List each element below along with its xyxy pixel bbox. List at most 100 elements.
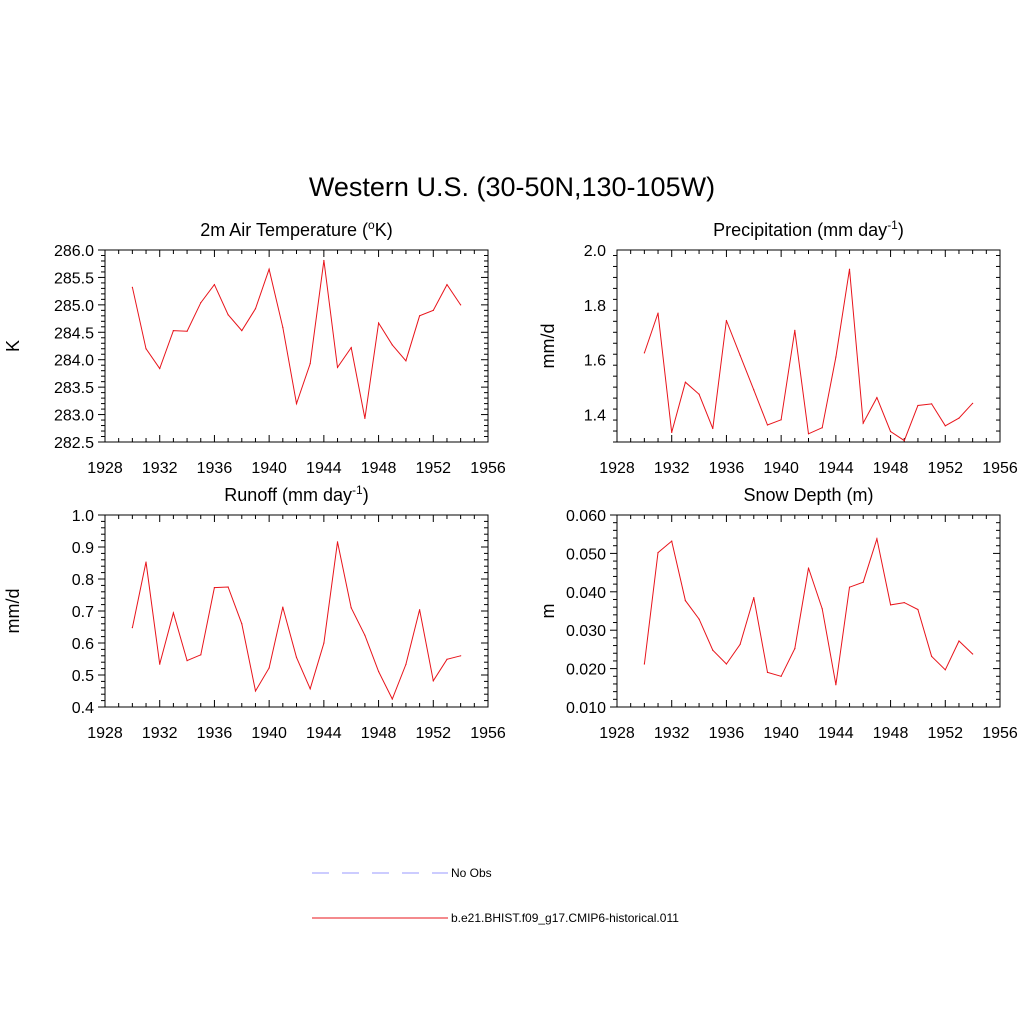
data-point (254, 690, 257, 692)
data-point (309, 362, 311, 365)
data-point (405, 663, 407, 666)
x-tick-label: 1956 (470, 460, 506, 477)
data-point (419, 315, 421, 317)
data-point (643, 352, 645, 354)
data-point (876, 538, 878, 540)
data-point (336, 541, 339, 543)
data-point (268, 268, 270, 270)
data-point (807, 433, 810, 435)
data-point (200, 654, 202, 656)
data-point (364, 634, 366, 636)
y-tick-label: 282.5 (54, 435, 94, 452)
x-tick-label: 1936 (197, 460, 233, 477)
data-point (323, 642, 325, 644)
chart-panel-4: Snow Depth (m) 1928 1932 1936 1940 1944 1948 19… (538, 485, 1018, 742)
x-tick-label: 1940 (251, 460, 287, 477)
data-point (186, 330, 188, 332)
x-tick-label: 1956 (982, 725, 1018, 742)
y-tick-label: 2.0 (584, 243, 606, 260)
y-tick-label: 0.030 (566, 623, 606, 640)
data-point (848, 586, 851, 588)
data-point (227, 586, 229, 588)
x-tick-label: 1928 (87, 460, 123, 477)
data-point (903, 601, 905, 604)
x-tick-label: 1948 (873, 725, 909, 742)
x-tick-label: 1932 (654, 725, 690, 742)
data-point (419, 609, 421, 611)
data-point (391, 698, 393, 700)
data-point (391, 344, 393, 346)
data-point (876, 396, 878, 399)
data-point (186, 660, 188, 662)
x-tick-label: 1932 (142, 460, 178, 477)
data-point (684, 600, 686, 602)
y-tick-label: 0.4 (72, 700, 94, 717)
data-point (780, 419, 782, 421)
data-point (766, 424, 769, 426)
data-point (145, 348, 147, 350)
y-tick-label: 1.8 (584, 298, 606, 315)
data-point (944, 669, 946, 671)
data-point (200, 302, 202, 304)
data-point (336, 366, 339, 368)
data-point (350, 607, 352, 609)
data-point (917, 608, 919, 611)
data-point (241, 623, 243, 625)
panel-title: Precipitation (mm day-1) (713, 218, 904, 240)
y-tick-label: 284.0 (54, 353, 94, 370)
y-tick-label: 0.7 (72, 604, 94, 621)
data-point (917, 404, 919, 407)
x-tick-label: 1940 (763, 460, 799, 477)
series-line (131, 260, 462, 419)
x-tick-label: 1952 (927, 460, 963, 477)
data-point (684, 381, 686, 383)
data-point (282, 606, 284, 608)
legend-item: b.e21.BHIST.f09_g17.CMIP6-historical.011 (312, 911, 679, 925)
data-point (172, 612, 174, 614)
series-line (131, 541, 461, 701)
x-tick-label: 1928 (599, 725, 635, 742)
x-tick-label: 1948 (361, 725, 397, 742)
data-point (848, 268, 851, 270)
data-point (889, 604, 892, 606)
panel-title: 2m Air Temperature (oK) (200, 218, 392, 240)
data-point (862, 422, 864, 424)
data-point (958, 640, 960, 642)
data-point (323, 259, 325, 262)
plot-frame (616, 514, 1001, 708)
data-point (227, 314, 229, 316)
plot-frame (104, 249, 489, 443)
y-tick-label: 0.060 (566, 508, 606, 525)
y-axis-label: K (3, 340, 23, 352)
x-tick-label: 1944 (818, 460, 854, 477)
x-tick-label: 1948 (873, 460, 909, 477)
legend-label: b.e21.BHIST.f09_g17.CMIP6-historical.011 (451, 911, 679, 925)
data-point (753, 389, 755, 391)
plot-frame (616, 249, 1001, 443)
data-point (350, 347, 352, 349)
panel-title: Runoff (mm day-1) (224, 483, 368, 505)
chart-panel-2: Precipitation (mm day-1) 1928 1932 1936 1940… (538, 218, 1018, 477)
y-axis-label: mm/d (538, 324, 558, 369)
y-axis-label: mm/d (3, 589, 23, 634)
x-tick-label: 1940 (251, 725, 287, 742)
data-point (931, 655, 933, 657)
data-point (698, 618, 700, 620)
data-point (254, 308, 257, 310)
data-point (241, 330, 243, 332)
data-point (671, 431, 673, 433)
series-line (643, 536, 973, 685)
legend-item: No Obs (312, 866, 492, 880)
series-line (643, 269, 973, 442)
data-point (460, 655, 462, 657)
figure-title: Western U.S. (30-50N,130-105W) (309, 172, 715, 202)
data-point (712, 649, 714, 651)
data-point (931, 403, 933, 405)
x-tick-label: 1956 (470, 725, 506, 742)
y-tick-label: 0.8 (72, 572, 94, 589)
chart-panel-3: Runoff (mm day-1) 1928 1932 1936 1940 1944 194… (3, 483, 506, 742)
data-point (944, 425, 946, 427)
data-point (377, 322, 380, 324)
data-point (131, 286, 133, 288)
y-tick-label: 0.040 (566, 585, 606, 602)
